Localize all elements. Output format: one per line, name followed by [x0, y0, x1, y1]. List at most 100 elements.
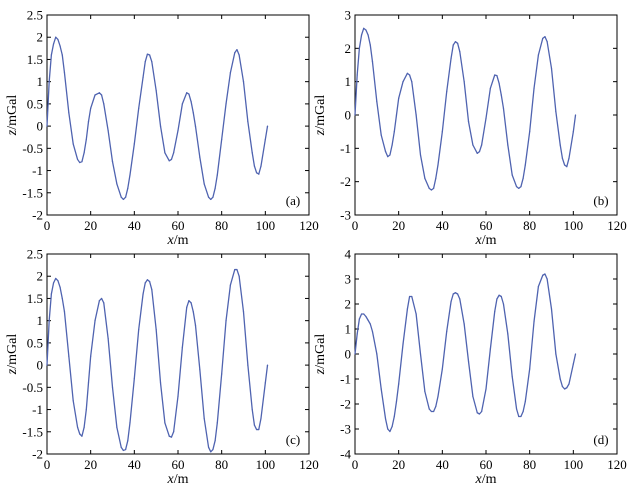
x-tick-label: 100 — [256, 457, 276, 472]
data-point — [129, 174, 131, 176]
data-point — [428, 408, 430, 410]
x-tick-label: 20 — [84, 457, 97, 472]
data-point — [94, 320, 96, 322]
data-point — [389, 430, 391, 433]
data-point — [68, 112, 70, 114]
x-tick-label: 40 — [436, 457, 449, 472]
data-point — [144, 282, 146, 284]
data-point — [358, 318, 360, 320]
data-point — [402, 81, 404, 83]
data-point — [87, 382, 90, 384]
data-point — [478, 413, 481, 415]
y-tick-label: -1.5 — [22, 424, 43, 439]
data-point — [120, 446, 122, 448]
data-point — [111, 386, 114, 388]
data-point — [260, 417, 262, 420]
data-point — [149, 54, 151, 56]
x-tick-label: 20 — [392, 218, 405, 233]
data-point — [502, 107, 505, 109]
data-point — [52, 282, 55, 284]
data-point — [518, 187, 520, 189]
data-point — [507, 333, 509, 335]
x-tick-label: 0 — [352, 218, 359, 233]
data-point — [256, 172, 258, 174]
data-point — [253, 424, 256, 426]
x-tick-label: 40 — [128, 457, 141, 472]
data-point — [52, 43, 55, 45]
y-tick-label: 2 — [345, 297, 352, 312]
data-point — [142, 293, 144, 295]
y-axis-label-var: z — [5, 368, 20, 375]
data-point — [116, 183, 118, 185]
data-point — [149, 280, 151, 283]
data-point — [555, 111, 557, 113]
data-point — [81, 435, 83, 437]
y-tick-label: -3 — [340, 208, 351, 223]
data-point — [430, 410, 433, 413]
data-point — [559, 144, 561, 146]
data-point — [485, 388, 487, 390]
data-point — [411, 295, 413, 298]
data-point — [489, 87, 491, 89]
data-point — [151, 288, 153, 291]
x-tick-label: 60 — [480, 457, 493, 472]
data-point — [406, 308, 408, 310]
data-point — [476, 152, 478, 154]
data-point — [537, 285, 540, 288]
data-point — [72, 400, 74, 402]
data-point — [424, 177, 426, 179]
data-point — [450, 300, 452, 303]
data-point — [437, 164, 439, 166]
data-point — [398, 97, 400, 99]
y-axis-label-var: z — [313, 368, 328, 375]
y-tick-label: 1 — [345, 322, 352, 337]
data-point — [564, 388, 566, 390]
data-point — [411, 81, 413, 83]
data-point — [367, 319, 369, 321]
data-point — [452, 293, 454, 295]
data-point — [515, 186, 518, 188]
data-point — [210, 451, 212, 453]
data-point — [476, 412, 478, 414]
x-tick-label: 0 — [352, 457, 359, 472]
data-point — [500, 94, 502, 96]
data-point — [253, 165, 256, 167]
data-point — [463, 81, 465, 83]
data-point — [210, 198, 212, 201]
x-tick-label: 80 — [215, 218, 228, 233]
data-point — [177, 129, 179, 132]
y-tick-label: -3 — [340, 422, 351, 437]
data-point — [203, 183, 205, 185]
data-point — [138, 107, 140, 109]
data-point — [511, 174, 513, 176]
data-point — [369, 323, 371, 325]
data-point — [511, 375, 513, 378]
data-point — [520, 415, 522, 418]
data-point — [260, 165, 262, 167]
data-point — [367, 34, 369, 36]
data-point — [457, 42, 459, 44]
series-points — [354, 273, 577, 433]
data-point — [561, 157, 564, 159]
data-point — [151, 61, 153, 63]
data-point — [419, 154, 422, 156]
data-point — [186, 92, 188, 94]
data-point — [264, 138, 266, 141]
panel-tag: (c) — [286, 432, 300, 447]
data-point — [365, 29, 367, 31]
data-point — [72, 143, 74, 145]
y-tick-label: 4 — [345, 247, 352, 262]
x-tick-label: 40 — [128, 218, 141, 233]
data-point — [61, 297, 63, 300]
y-tick-label: 1.5 — [27, 291, 43, 306]
data-point — [146, 53, 149, 55]
data-point — [568, 157, 570, 159]
data-point — [247, 364, 249, 366]
data-point — [363, 313, 365, 315]
data-point — [168, 435, 170, 437]
data-point — [142, 76, 144, 78]
data-point — [574, 353, 577, 355]
data-point — [181, 103, 183, 105]
data-point — [419, 353, 422, 355]
